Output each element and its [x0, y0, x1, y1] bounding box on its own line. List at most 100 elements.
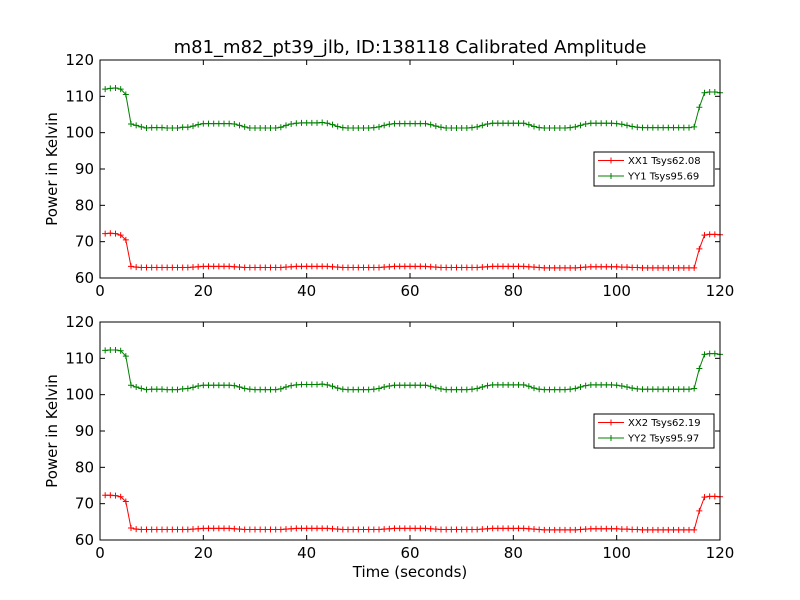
data-point	[128, 263, 134, 270]
data-point	[195, 382, 202, 389]
data-point	[303, 525, 310, 532]
data-point	[153, 526, 160, 533]
data-point	[691, 264, 698, 271]
y-axis-label: Power in Kelvin	[43, 112, 61, 226]
data-point	[639, 526, 646, 533]
data-point	[376, 526, 382, 533]
data-point	[128, 525, 134, 532]
data-point	[319, 525, 326, 532]
data-point	[298, 119, 305, 126]
data-point	[159, 386, 165, 393]
data-point	[138, 264, 145, 271]
data-point	[582, 382, 589, 389]
data-point	[179, 124, 186, 131]
data-point	[494, 525, 501, 532]
data-point	[246, 264, 253, 271]
data-point	[696, 365, 703, 372]
data-point	[381, 122, 388, 129]
data-point	[686, 386, 692, 393]
data-point	[680, 526, 687, 533]
data-point	[360, 526, 367, 533]
data-point	[649, 264, 656, 271]
data-point	[329, 263, 336, 270]
legend-item-1: XX2 Tsys62.19	[598, 418, 701, 429]
data-point	[593, 120, 599, 127]
data-point	[479, 122, 486, 129]
data-point	[381, 526, 388, 533]
data-point	[634, 526, 641, 533]
data-point	[319, 381, 326, 388]
data-point	[624, 384, 630, 391]
data-point	[174, 386, 181, 393]
data-point	[272, 264, 279, 271]
data-point	[184, 124, 191, 131]
data-point	[505, 525, 512, 532]
data-point	[117, 232, 124, 239]
data-point	[706, 88, 713, 95]
data-point	[417, 263, 424, 270]
data-point	[412, 263, 419, 270]
y-tick-label: 90	[75, 422, 94, 440]
data-point	[236, 122, 243, 129]
data-point	[200, 120, 207, 127]
data-point	[598, 525, 605, 532]
data-point	[329, 121, 336, 128]
data-point	[680, 264, 687, 271]
data-point	[339, 264, 346, 271]
data-point	[422, 525, 429, 532]
data-point	[334, 264, 341, 271]
data-point	[417, 120, 424, 127]
legend-marker	[608, 435, 614, 441]
data-point	[711, 231, 718, 238]
data-point	[303, 119, 310, 126]
data-point	[241, 526, 248, 533]
data-point	[556, 124, 563, 131]
data-point	[644, 386, 651, 393]
data-point	[169, 386, 176, 393]
data-point	[686, 264, 692, 271]
data-point	[355, 386, 362, 393]
data-point	[267, 526, 274, 533]
data-point	[515, 525, 522, 532]
data-point	[350, 264, 357, 271]
data-point	[417, 382, 424, 389]
data-point	[360, 124, 367, 131]
data-point	[505, 120, 512, 127]
data-point	[438, 264, 444, 271]
data-point	[350, 386, 357, 393]
data-point	[649, 124, 656, 131]
y-tick-label: 100	[65, 386, 94, 404]
data-point	[551, 526, 558, 533]
data-point	[463, 264, 470, 271]
y-tick-label: 80	[75, 196, 94, 214]
data-point	[303, 381, 310, 388]
data-point	[706, 350, 713, 357]
data-point	[556, 526, 563, 533]
data-point	[370, 124, 377, 131]
data-point	[551, 264, 558, 271]
data-point	[453, 526, 460, 533]
data-point	[210, 525, 217, 532]
data-point	[546, 264, 553, 271]
data-point	[520, 263, 527, 270]
data-point	[691, 385, 698, 392]
data-point	[133, 526, 140, 533]
data-point	[246, 526, 253, 533]
data-point	[463, 386, 470, 393]
y-tick-label: 100	[65, 124, 94, 142]
data-point	[577, 264, 584, 271]
data-point	[288, 263, 295, 270]
data-point	[494, 120, 501, 127]
data-point	[711, 88, 718, 95]
data-point	[572, 385, 579, 392]
data-point	[205, 120, 212, 127]
data-point	[603, 120, 610, 127]
data-point	[376, 385, 382, 392]
data-point	[515, 381, 522, 388]
data-point	[706, 231, 713, 238]
data-point	[660, 526, 667, 533]
data-point	[143, 386, 150, 393]
data-point	[582, 120, 589, 127]
data-point	[143, 264, 150, 271]
data-point	[210, 382, 217, 389]
